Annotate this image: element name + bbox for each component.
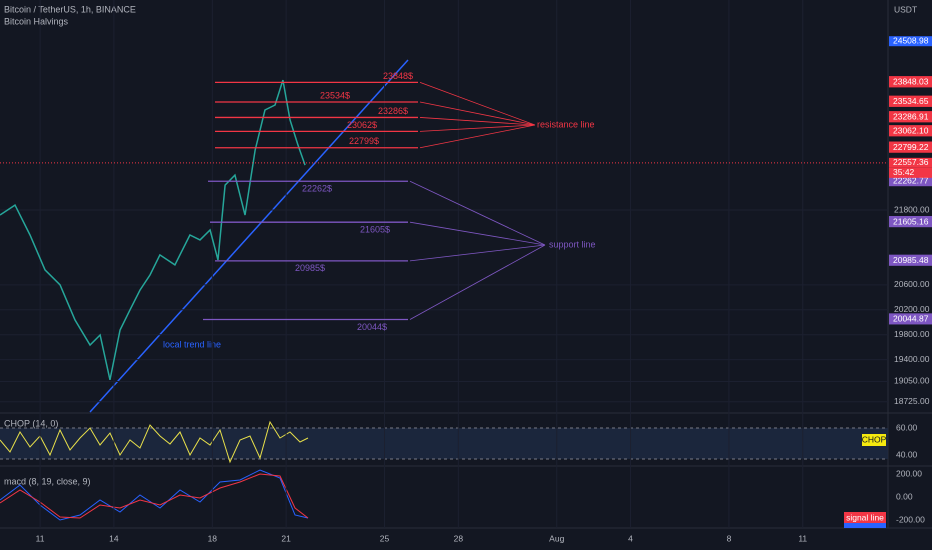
price-line [0, 79, 306, 381]
arrow [409, 221, 546, 246]
support-level-label: 22262$ [302, 184, 332, 194]
y-tick-label: 19800.00 [894, 329, 930, 339]
support-label: support line [549, 239, 596, 249]
price-label-bg [889, 255, 932, 266]
price-label-bg [889, 36, 932, 47]
macd-tick: 200.00 [896, 468, 922, 478]
price-label: 23062.10 [893, 126, 929, 136]
signal-line [0, 473, 309, 519]
x-tick-label: 18 [208, 533, 218, 543]
y-tick-label: 18725.00 [894, 396, 930, 406]
y-tick-label: 20600.00 [894, 279, 930, 289]
chop-tick: 60.00 [896, 422, 918, 432]
chop-line [0, 420, 309, 464]
support-level-label: 21605$ [360, 225, 390, 235]
arrow [419, 124, 536, 132]
x-tick-label: 4 [628, 533, 633, 543]
price-label-bg [889, 176, 932, 187]
chart-title: Bitcoin / TetherUS, 1h, BINANCE [4, 4, 136, 14]
price-label-bg [889, 314, 932, 325]
price-label-bg [889, 112, 932, 123]
price-label-bg [889, 96, 932, 107]
x-tick-label: 14 [109, 533, 119, 543]
resistance-label: resistance line [537, 119, 595, 129]
trend-line [89, 59, 409, 413]
x-tick-label: 8 [727, 533, 732, 543]
price-label-bg [889, 157, 932, 168]
price-label: 20985.48 [893, 255, 929, 265]
arrow [419, 124, 536, 149]
countdown: 35:42 [893, 167, 915, 177]
macd-line [0, 469, 309, 521]
price-label-bg [889, 217, 932, 228]
macd-tick: -200.00 [896, 514, 925, 524]
x-tick-label: 25 [380, 533, 390, 543]
y-tick-label: 19400.00 [894, 354, 930, 364]
price-label: 22262.77 [893, 175, 929, 185]
chop-title: CHOP (14, 0) [4, 418, 58, 428]
currency: USDT [894, 4, 917, 14]
chop-badge-bg [862, 434, 886, 446]
price-label: 20044.87 [893, 314, 929, 324]
arrow [419, 101, 536, 126]
x-tick-label: Aug [549, 533, 564, 543]
price-label: 22799.22 [893, 142, 929, 152]
trend-label: local trend line [163, 339, 221, 349]
chop-tick: 40.00 [896, 449, 918, 459]
resistance-level-label: 23062$ [347, 120, 377, 130]
macd-title: macd (8, 19, close, 9) [4, 476, 91, 486]
price-label: 23848.03 [893, 77, 929, 87]
y-tick-label: 19050.00 [894, 376, 930, 386]
support-level-label: 20985$ [295, 263, 325, 273]
countdown-bg [889, 167, 932, 178]
arrow [409, 244, 546, 320]
price-label: 21605.16 [893, 216, 929, 226]
price-label: 22557.36 [893, 157, 929, 167]
x-tick-label: 11 [798, 533, 807, 543]
macd-tick: 0.00 [896, 491, 913, 501]
x-tick-label: 11 [36, 533, 45, 543]
resistance-level-label: 23848$ [383, 71, 413, 81]
price-label-bg [889, 142, 932, 153]
legend-bg [844, 512, 886, 523]
price-label: 23286.91 [893, 112, 929, 122]
price-label: 24508.98 [893, 35, 929, 45]
price-label-bg [889, 126, 932, 137]
chop-band [0, 428, 888, 459]
legend-bg [844, 523, 886, 528]
x-tick-label: 21 [281, 533, 291, 543]
chop-badge: CHOP [862, 434, 887, 444]
resistance-level-label: 23286$ [378, 106, 408, 116]
arrow [409, 180, 546, 246]
price-label: 23534.65 [893, 96, 929, 106]
price-label-bg [889, 77, 932, 88]
y-tick-label: 20200.00 [894, 304, 930, 314]
chart-subtitle: Bitcoin Halvings [4, 16, 69, 26]
resistance-level-label: 23534$ [320, 90, 350, 100]
legend-entry: signal line [846, 512, 884, 522]
y-tick-label: 21800.00 [894, 204, 930, 214]
resistance-level-label: 22799$ [349, 136, 379, 146]
x-tick-label: 28 [454, 533, 464, 543]
arrow [409, 244, 546, 262]
arrow [419, 82, 536, 126]
support-level-label: 20044$ [357, 322, 387, 332]
arrow [419, 117, 536, 126]
